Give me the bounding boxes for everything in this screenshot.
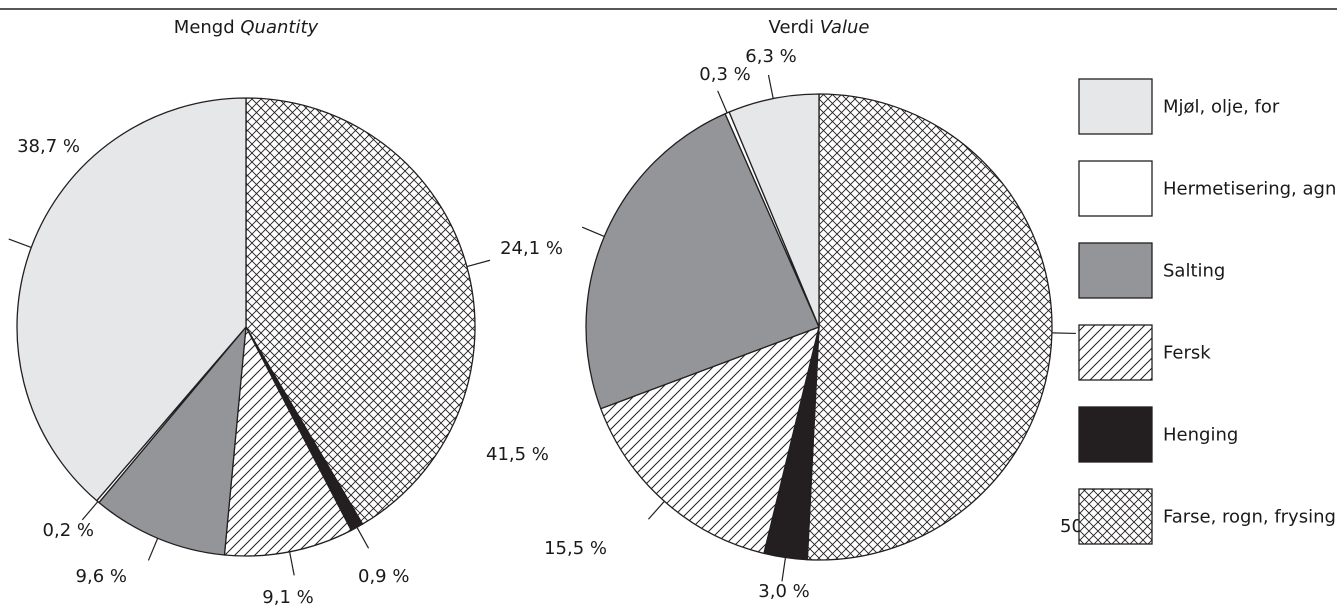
- data-label: 41,5 %: [486, 444, 549, 465]
- legend-item: Mjøl, olje, for: [1078, 78, 1280, 135]
- legend-label: Farse, rogn, frysing: [1163, 507, 1336, 528]
- legend-label: Hermetisering, agn: [1163, 179, 1336, 200]
- pie-title: Mengd Quantity: [174, 17, 319, 38]
- leader-line: [1051, 332, 1076, 335]
- legend-label: Mjøl, olje, for: [1163, 97, 1280, 118]
- pie-slice: [98, 326, 247, 556]
- legend-item: Henging: [1078, 406, 1238, 463]
- leader-line: [647, 500, 665, 520]
- data-label: 0,2 %: [43, 520, 94, 541]
- legend-item: Hermetisering, agn: [1078, 160, 1336, 217]
- leader-line: [717, 90, 728, 114]
- legend-item: Fersk: [1078, 324, 1211, 381]
- data-label: 0,3 %: [699, 64, 750, 85]
- legend-label: Fersk: [1163, 343, 1211, 364]
- leader-line: [289, 551, 295, 576]
- data-label: 38,7 %: [17, 136, 80, 157]
- legend-swatch: [1078, 406, 1153, 463]
- legend-swatch: [1078, 242, 1153, 299]
- pie-slice: [245, 97, 476, 525]
- leader-line: [147, 538, 159, 561]
- leader-line: [581, 226, 605, 238]
- pie-title: Verdi Value: [769, 17, 870, 38]
- pie-slice: [585, 113, 820, 410]
- data-label: 9,1 %: [262, 587, 313, 608]
- legend-item: Salting: [1078, 242, 1225, 299]
- legend-swatch: [1078, 488, 1153, 545]
- data-label: 15,5 %: [544, 538, 607, 559]
- leader-line: [356, 527, 370, 549]
- pie-chart-1: Mengd Quantity 41,5 % 0,9 % 9,1 % 9,6 % 0,2 %…: [8, 17, 549, 608]
- pie-slice: [223, 326, 352, 557]
- legend: Mjøl, olje, for Hermetisering, agn Salting…: [1078, 78, 1336, 545]
- legend-label: Henging: [1163, 425, 1238, 446]
- data-label: 3,0 %: [758, 581, 809, 602]
- data-label: 6,3 %: [745, 46, 796, 67]
- data-label: 9,6 %: [76, 566, 127, 587]
- leader-line: [781, 557, 787, 582]
- legend-item: Farse, rogn, frysing: [1078, 488, 1336, 545]
- leader-line: [81, 501, 99, 521]
- pie-slice: [600, 326, 820, 555]
- pie-slice: [16, 97, 247, 502]
- legend-swatch: [1078, 160, 1153, 217]
- pie-slice: [806, 93, 1053, 561]
- data-label: 0,9 %: [358, 566, 409, 587]
- data-label: 24,1 %: [500, 238, 563, 259]
- leader-line: [466, 259, 491, 268]
- legend-label: Salting: [1163, 261, 1225, 282]
- leader-line: [8, 238, 32, 248]
- legend-swatch: [1078, 78, 1153, 135]
- pie-chart-2: Verdi Value50,8 %3,0 %15,5 %24,1 %0,3 %6…: [500, 17, 1123, 602]
- leader-line: [767, 74, 774, 99]
- legend-swatch: [1078, 324, 1153, 381]
